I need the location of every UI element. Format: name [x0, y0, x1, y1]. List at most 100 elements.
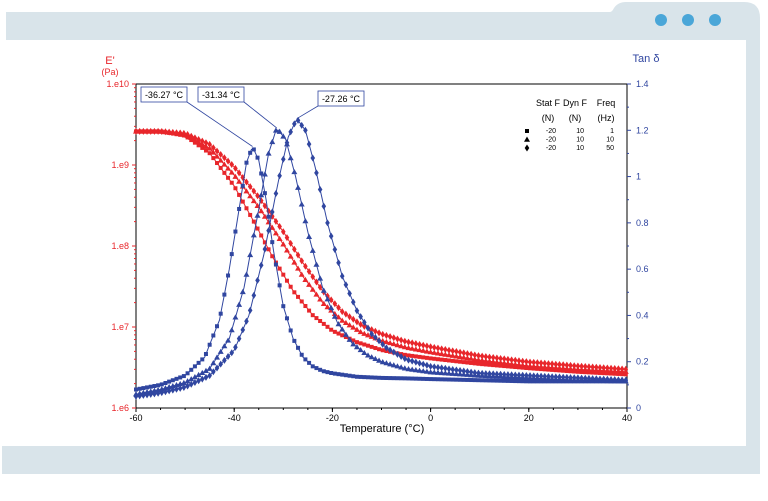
data-point — [233, 343, 238, 351]
data-point — [299, 352, 304, 357]
window-dot-icon[interactable] — [655, 14, 667, 26]
data-point — [586, 374, 592, 382]
right-tick-label: 0.2 — [636, 357, 649, 367]
data-point — [258, 208, 265, 214]
data-point — [189, 138, 194, 143]
data-point — [553, 373, 559, 381]
data-point — [472, 369, 478, 377]
data-point — [195, 371, 202, 378]
data-point — [240, 183, 245, 188]
x-tick-label: 20 — [524, 413, 534, 423]
data-point — [299, 257, 305, 265]
data-point — [277, 223, 282, 231]
data-point — [461, 367, 467, 375]
data-point — [458, 359, 463, 364]
data-point — [505, 378, 510, 383]
data-point — [465, 360, 470, 365]
data-point — [250, 197, 257, 204]
data-point — [523, 362, 530, 368]
data-point — [159, 382, 164, 387]
data-point — [339, 272, 345, 280]
data-point — [170, 386, 176, 394]
right-tick-label: 0 — [636, 403, 641, 413]
data-point — [361, 349, 368, 356]
window-dot-icon[interactable] — [709, 14, 721, 26]
data-point — [287, 253, 294, 259]
data-point — [170, 128, 176, 136]
data-point — [342, 331, 349, 337]
data-point — [331, 310, 338, 317]
data-point — [210, 149, 217, 155]
data-point — [248, 212, 253, 217]
data-point — [340, 372, 345, 377]
data-point — [307, 308, 312, 313]
data-point — [601, 364, 606, 372]
data-point — [232, 314, 239, 320]
data-point — [243, 271, 250, 277]
data-point — [460, 354, 467, 360]
data-point — [527, 358, 533, 366]
data-point — [364, 332, 371, 338]
data-point — [148, 127, 154, 135]
data-point — [281, 228, 286, 236]
data-point — [575, 369, 580, 374]
right-tick-label: 0.6 — [636, 264, 649, 274]
data-point — [406, 338, 411, 346]
data-point — [361, 330, 368, 336]
data-point — [350, 298, 356, 306]
data-point — [144, 391, 150, 399]
data-point — [490, 354, 496, 362]
data-point — [439, 377, 444, 382]
data-point — [483, 353, 489, 361]
data-point — [434, 350, 441, 356]
data-point — [178, 375, 183, 380]
data-point — [358, 313, 363, 321]
data-point — [247, 183, 253, 191]
data-point — [605, 375, 610, 383]
data-point — [601, 371, 606, 376]
data-point — [207, 342, 212, 347]
data-point — [184, 378, 191, 384]
data-point — [413, 358, 419, 366]
data-point — [557, 360, 562, 368]
data-point — [390, 362, 397, 368]
left-tick-label: 1.e10 — [106, 79, 129, 89]
data-point — [332, 300, 338, 308]
window-dot-icon[interactable] — [682, 14, 694, 26]
data-point — [454, 359, 459, 364]
data-point — [483, 378, 488, 383]
data-point — [379, 359, 386, 365]
data-point — [479, 369, 485, 377]
data-point — [163, 388, 168, 396]
data-point — [597, 364, 603, 372]
data-point — [167, 379, 172, 384]
legend-value: -20 — [546, 137, 556, 144]
data-point — [377, 347, 382, 352]
data-point — [248, 150, 253, 155]
data-point — [365, 343, 370, 348]
data-point — [549, 360, 555, 368]
data-point — [450, 358, 455, 363]
data-point — [535, 359, 540, 367]
data-point — [133, 392, 139, 400]
data-point — [476, 352, 481, 360]
data-point — [287, 155, 294, 161]
data-point — [542, 379, 547, 384]
data-point — [284, 316, 289, 321]
data-point — [335, 321, 342, 327]
data-point — [159, 127, 165, 135]
data-point — [380, 340, 386, 348]
data-point — [539, 379, 544, 384]
data-point — [320, 300, 327, 306]
data-point — [405, 366, 412, 372]
data-point — [273, 190, 279, 198]
legend-value: 1 — [610, 128, 614, 135]
data-point — [471, 356, 478, 362]
data-point — [369, 375, 374, 380]
x-tick-label: 0 — [428, 413, 433, 423]
data-point — [435, 377, 440, 382]
data-point — [420, 360, 426, 368]
data-point — [531, 366, 536, 371]
data-point — [439, 364, 444, 372]
data-point — [509, 371, 514, 379]
